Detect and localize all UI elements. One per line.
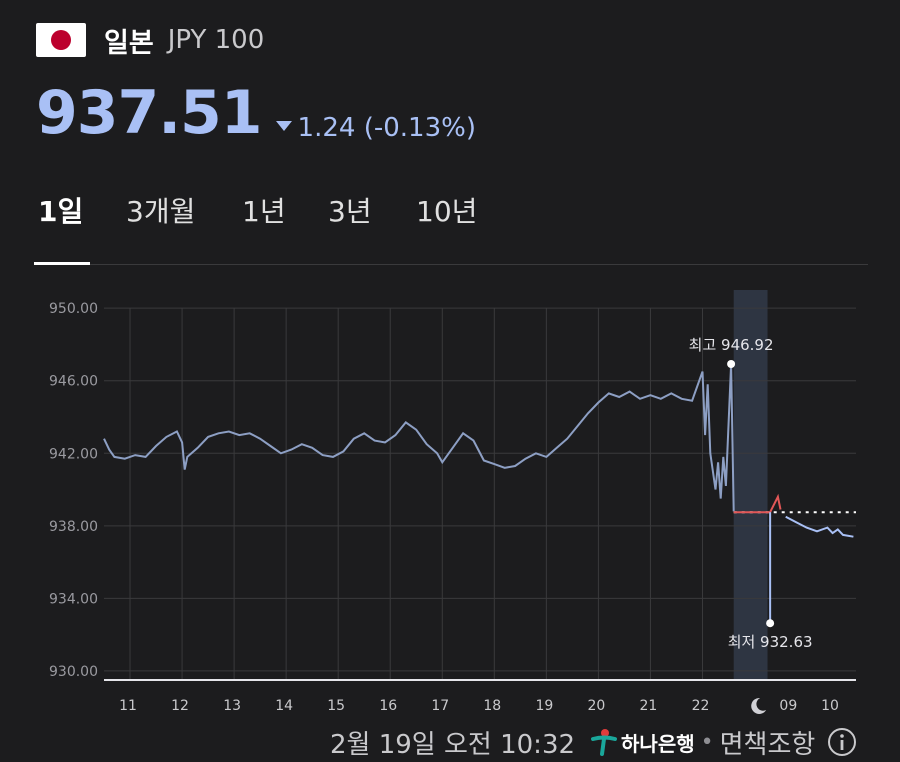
tab-3-years[interactable]: 3년 <box>328 195 372 228</box>
bank-name: 하나은행 <box>621 731 695 756</box>
high-marker <box>727 360 736 369</box>
x-tick-label: 13 <box>223 698 241 714</box>
tab-1-day[interactable]: 1일 <box>38 195 84 228</box>
x-tick-label: 17 <box>431 698 449 714</box>
hana-bank-icon <box>591 729 618 756</box>
y-tick-label: 934.00 <box>49 591 98 607</box>
y-tick-label: 942.00 <box>49 446 98 462</box>
low-marker <box>766 619 775 628</box>
change-value: 1.24 (-0.13%) <box>297 113 476 143</box>
price-row: 937.51 1.24 (-0.13%) <box>36 78 476 148</box>
tab-3-months[interactable]: 3개월 <box>126 195 196 228</box>
y-tick-label: 950.00 <box>49 301 98 317</box>
country-name: 일본 <box>104 27 154 59</box>
x-tick-label: 22 <box>692 698 710 714</box>
x-tick-label: 16 <box>379 698 397 714</box>
active-tab-underline <box>34 262 90 265</box>
down-triangle-icon <box>275 121 292 131</box>
timestamp: 2월 19일 오전 10:32 <box>330 729 576 760</box>
tab-10-years[interactable]: 10년 <box>416 195 478 228</box>
disclaimer-link[interactable]: 면책조항 <box>719 729 816 760</box>
y-tick-label: 930.00 <box>49 664 98 680</box>
exchange-rate-chart[interactable]: 950.00 946.00 942.00 938.00 934.00 930.00 11 12… <box>0 290 900 720</box>
info-icon[interactable] <box>827 727 857 757</box>
header: 일본 JPY 100 <box>36 20 264 60</box>
x-tick-label: 20 <box>587 698 605 714</box>
price-change: 1.24 (-0.13%) <box>275 113 476 143</box>
moon-icon <box>751 697 767 714</box>
high-label: 최고 946.92 <box>689 336 774 354</box>
series-line-day <box>103 364 735 512</box>
x-tick-label: 12 <box>171 698 189 714</box>
x-tick-label: 15 <box>327 698 345 714</box>
x-tick-label: 10 <box>821 698 839 714</box>
x-tick-label: 14 <box>275 698 293 714</box>
x-tick-label: 18 <box>483 698 501 714</box>
tab-1-year[interactable]: 1년 <box>242 195 286 228</box>
y-tick-label: 946.00 <box>49 374 98 390</box>
series-line-after-hours <box>733 493 782 514</box>
currency-code: JPY 100 <box>167 25 265 55</box>
current-price: 937.51 <box>36 78 263 148</box>
y-tick-label: 938.00 <box>49 519 98 535</box>
footer: 2월 19일 오전 10:32 하나은행 • 면책조항 <box>330 722 857 762</box>
low-label: 최저 932.63 <box>728 633 813 651</box>
x-tick-label: 09 <box>779 698 797 714</box>
x-tick-label: 19 <box>535 698 553 714</box>
x-tick-label: 21 <box>640 698 658 714</box>
japan-flag-icon <box>36 23 86 57</box>
period-tabs: 1일 3개월 1년 3년 10년 <box>34 190 868 265</box>
night-session-band <box>733 290 768 680</box>
bank-logo: 하나은행 <box>589 727 695 757</box>
series-line-latest <box>785 515 854 538</box>
separator-dot: • <box>700 729 714 755</box>
x-tick-label: 11 <box>119 698 137 714</box>
